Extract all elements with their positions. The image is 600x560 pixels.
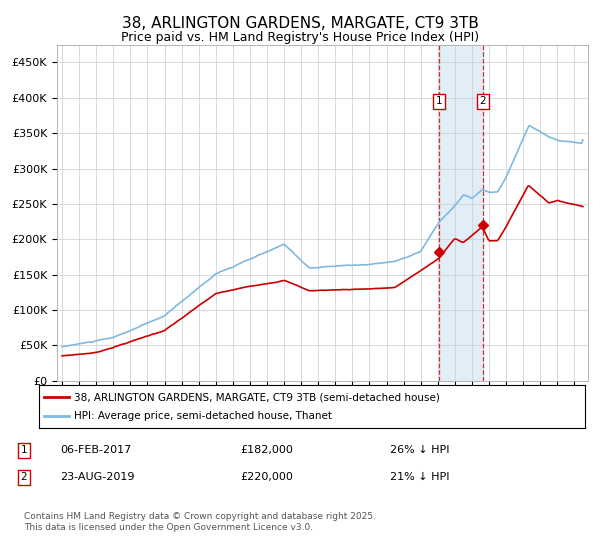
Text: HPI: Average price, semi-detached house, Thanet: HPI: Average price, semi-detached house,… [74, 412, 332, 421]
Text: 2: 2 [479, 96, 486, 106]
Text: 2: 2 [20, 472, 28, 482]
Text: Price paid vs. HM Land Registry's House Price Index (HPI): Price paid vs. HM Land Registry's House … [121, 31, 479, 44]
Text: Contains HM Land Registry data © Crown copyright and database right 2025.
This d: Contains HM Land Registry data © Crown c… [24, 512, 376, 532]
Text: 26% ↓ HPI: 26% ↓ HPI [390, 445, 449, 455]
Text: 38, ARLINGTON GARDENS, MARGATE, CT9 3TB: 38, ARLINGTON GARDENS, MARGATE, CT9 3TB [122, 16, 478, 31]
Text: 06-FEB-2017: 06-FEB-2017 [60, 445, 131, 455]
Text: 23-AUG-2019: 23-AUG-2019 [60, 472, 134, 482]
Text: £220,000: £220,000 [240, 472, 293, 482]
Text: 38, ARLINGTON GARDENS, MARGATE, CT9 3TB (semi-detached house): 38, ARLINGTON GARDENS, MARGATE, CT9 3TB … [74, 393, 440, 402]
Text: 21% ↓ HPI: 21% ↓ HPI [390, 472, 449, 482]
Bar [439, 45, 483, 381]
Text: 1: 1 [436, 96, 443, 106]
Text: 1: 1 [20, 445, 28, 455]
Text: £182,000: £182,000 [240, 445, 293, 455]
